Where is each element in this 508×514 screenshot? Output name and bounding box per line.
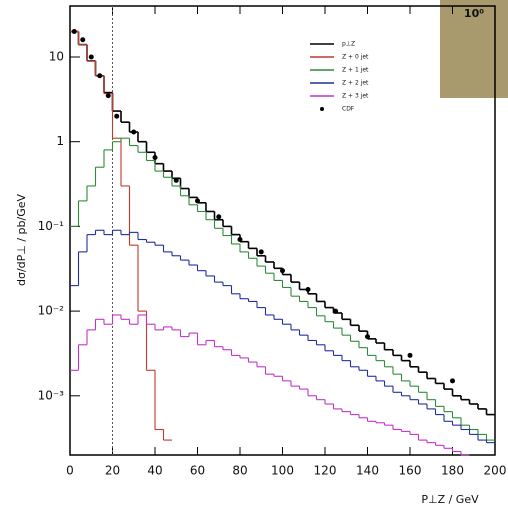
- histogram-connector: [77, 31, 165, 441]
- histogram-connector: [77, 314, 462, 455]
- x-tick-label: 100: [271, 464, 294, 478]
- data-point: [365, 334, 370, 340]
- x-axis-label: P⊥Z / GeV: [421, 493, 479, 506]
- data-point: [407, 352, 413, 358]
- data-point: [152, 155, 158, 161]
- data-point: [258, 249, 264, 255]
- data-point: [280, 268, 285, 274]
- y-tick-label: 10⁻³: [38, 388, 65, 402]
- legend-label: Z + 3 jet: [342, 93, 369, 100]
- legend-label: p⊥Z: [342, 41, 355, 48]
- data-point: [173, 177, 179, 183]
- x-tick-label: 140: [356, 464, 379, 478]
- data-point: [450, 378, 455, 384]
- x-tick-label: 80: [232, 464, 247, 478]
- data-point: [114, 113, 120, 119]
- y-tick-label: 1: [56, 134, 64, 148]
- x-tick-label: 180: [441, 464, 464, 478]
- histogram-connector: [77, 31, 488, 415]
- x-tick-label: 160: [399, 464, 422, 478]
- plot-frame: [69, 5, 496, 456]
- corner-label: 10⁰: [464, 7, 484, 20]
- corner-patch: [440, 0, 508, 98]
- data-point: [105, 93, 111, 99]
- data-point: [216, 214, 222, 220]
- data-point: [71, 28, 77, 34]
- x-tick-label: 60: [190, 464, 205, 478]
- legend-marker: [320, 107, 324, 111]
- x-tick-label: 40: [147, 464, 162, 478]
- data-point: [88, 54, 94, 60]
- data-point: [97, 73, 103, 79]
- histogram-connector: [77, 230, 488, 443]
- histogram-connector: [77, 138, 488, 441]
- y-tick-label: 10: [49, 49, 64, 63]
- y-axis-label: dσ/dP⊥ / pb/GeV: [15, 194, 28, 287]
- x-tick-label: 20: [105, 464, 120, 478]
- legend-label: Z + 2 jet: [342, 80, 369, 87]
- data-point: [195, 198, 200, 204]
- x-tick-label: 0: [66, 464, 74, 478]
- data-point: [237, 237, 243, 243]
- y-tick-label: 10⁻¹: [38, 219, 65, 233]
- data-point: [131, 129, 137, 135]
- y-tick-label: 10⁻²: [38, 304, 65, 318]
- data-point: [305, 286, 311, 292]
- legend-label: CDF: [342, 106, 355, 113]
- data-point: [333, 308, 339, 314]
- legend-label: Z + 0 jet: [342, 54, 369, 61]
- x-tick-label: 120: [314, 464, 337, 478]
- x-tick-label: 200: [484, 464, 507, 478]
- data-point: [80, 37, 86, 43]
- legend-label: Z + 1 jet: [342, 67, 369, 74]
